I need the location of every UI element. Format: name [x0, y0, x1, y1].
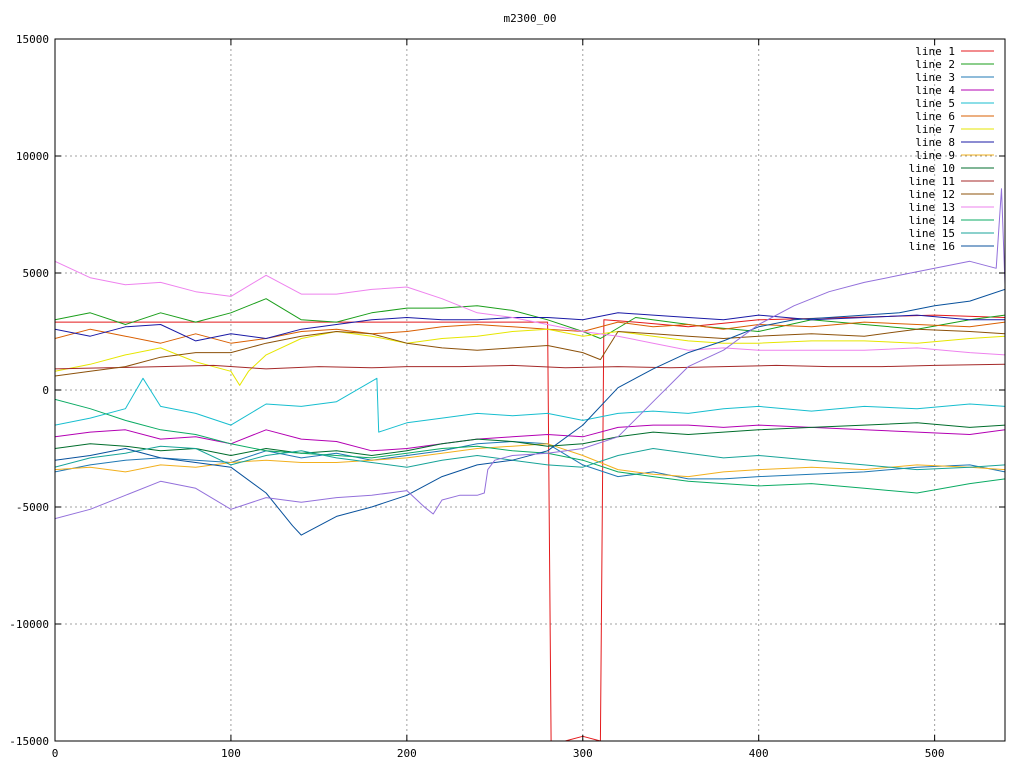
legend-label: line 10	[909, 162, 955, 175]
legend-label: line 4	[915, 84, 955, 97]
series-line-13	[55, 260, 1005, 356]
series-line-7	[55, 328, 1005, 386]
series-line-11	[55, 363, 1005, 370]
y-tick-label: 10000	[16, 150, 49, 163]
series-line-1	[55, 314, 1005, 741]
series-line-5	[55, 377, 1005, 433]
legend-label: line 7	[915, 123, 955, 136]
x-tick-label: 100	[221, 747, 241, 760]
series-line-3	[55, 441, 1005, 480]
legend-label: line 9	[915, 149, 955, 162]
x-tick-label: 500	[925, 747, 945, 760]
x-tick-label: 0	[52, 747, 59, 760]
legend-label: line 16	[909, 240, 955, 253]
series-line-6	[55, 321, 1005, 344]
y-tick-label: -15000	[9, 735, 49, 748]
chart-title: m2300_00	[504, 12, 557, 25]
legend-label: line 14	[909, 214, 956, 227]
x-tick-label: 300	[573, 747, 593, 760]
tick-layer: 0 100 200 300 400 500 -15000 -10000 -5000 0 5000 10…	[9, 33, 1005, 760]
y-tick-label: 5000	[23, 267, 50, 280]
legend-label: line 13	[909, 201, 955, 214]
legend-label: line 8	[915, 136, 955, 149]
y-tick-label: 0	[42, 384, 49, 397]
series-line-4	[55, 424, 1005, 452]
y-tick-label: -10000	[9, 618, 49, 631]
series-line-15	[55, 445, 1005, 471]
y-tick-label: -5000	[16, 501, 49, 514]
series-line-12	[55, 328, 1005, 377]
series-layer	[55, 188, 1005, 741]
legend-label: line 2	[915, 58, 955, 71]
legend-label: line 1	[915, 45, 955, 58]
legend-label: line 12	[909, 188, 955, 201]
legend-label: line 5	[915, 97, 955, 110]
legend-label: line 3	[915, 71, 955, 84]
series-line-10	[55, 422, 1005, 456]
series-line-16	[55, 288, 1005, 536]
series-line-14	[55, 398, 1005, 494]
legend-label: line 11	[909, 175, 955, 188]
legend-label: line 15	[909, 227, 955, 240]
series-line-9	[55, 443, 1005, 478]
grid-layer	[55, 39, 1005, 741]
series-line-17	[55, 188, 1005, 520]
x-tick-label: 400	[749, 747, 769, 760]
series-line-2	[55, 298, 1005, 339]
legend-label: line 6	[915, 110, 955, 123]
y-tick-label: 15000	[16, 33, 49, 46]
x-tick-label: 200	[397, 747, 417, 760]
